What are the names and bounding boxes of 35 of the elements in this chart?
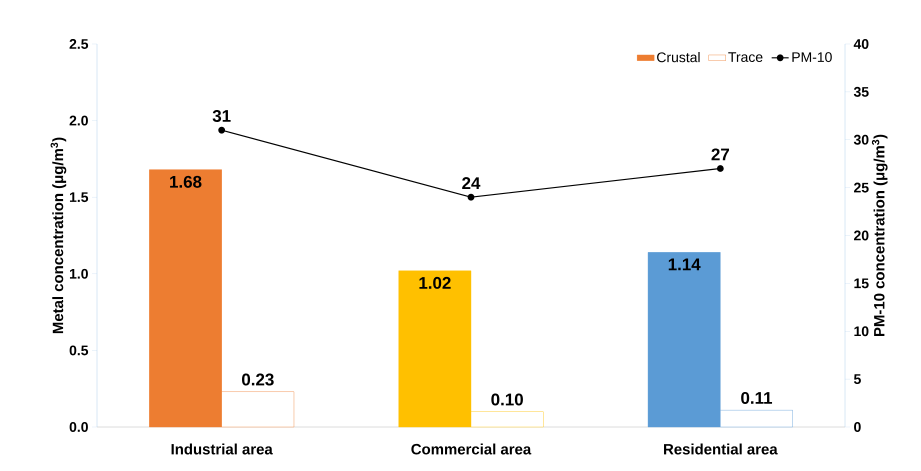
x-tick-label: Commercial area: [411, 444, 532, 454]
data-label: 0.11: [741, 392, 772, 404]
y2-tick-label: 30: [854, 134, 868, 145]
data-label: 24: [462, 177, 480, 189]
y2-tick-label: 20: [854, 230, 868, 240]
y2-tick-label: 15: [854, 278, 869, 288]
data-label: 27: [712, 148, 730, 160]
data-label: 1.14: [668, 258, 701, 270]
legend-label: Trace: [728, 52, 762, 62]
y-axis-title: Metal concentration (μg/m$^{3}$): [50, 138, 66, 334]
data-label: 0.23: [242, 374, 274, 386]
legend-label: Crustal: [657, 52, 700, 62]
y2-tick-label: 35: [854, 86, 869, 97]
data-label: 0.10: [491, 393, 523, 406]
point: [716, 165, 724, 172]
data-label: 1.68: [170, 176, 202, 188]
data-label: 31: [212, 110, 231, 122]
point: [218, 126, 226, 134]
y-tick-label: 0.5: [70, 345, 88, 356]
y-tick-label: 1.5: [70, 192, 88, 202]
x-tick-label: Industrial area: [172, 444, 273, 454]
y2-tick-label: 10: [854, 326, 868, 336]
y-tick-label: 0.0: [70, 422, 88, 432]
y-tick-label: 1.0: [70, 268, 88, 279]
legend-label: PM-10: [792, 52, 832, 62]
y2-tick-label: 25: [854, 182, 869, 193]
y2-tick-label: 40: [854, 39, 868, 49]
point: [468, 194, 474, 201]
y2-tick-label: 5: [854, 374, 861, 384]
y2-axis-title: PM-10 concentration (μg/m$^{3}$): [872, 134, 888, 336]
y-tick-label: 2.5: [70, 39, 88, 49]
data-label: 1.02: [419, 276, 451, 289]
y2-tick-label: 0: [854, 422, 861, 432]
y-tick-label: 2.0: [70, 116, 88, 126]
x-tick-label: Residential area: [664, 444, 778, 454]
